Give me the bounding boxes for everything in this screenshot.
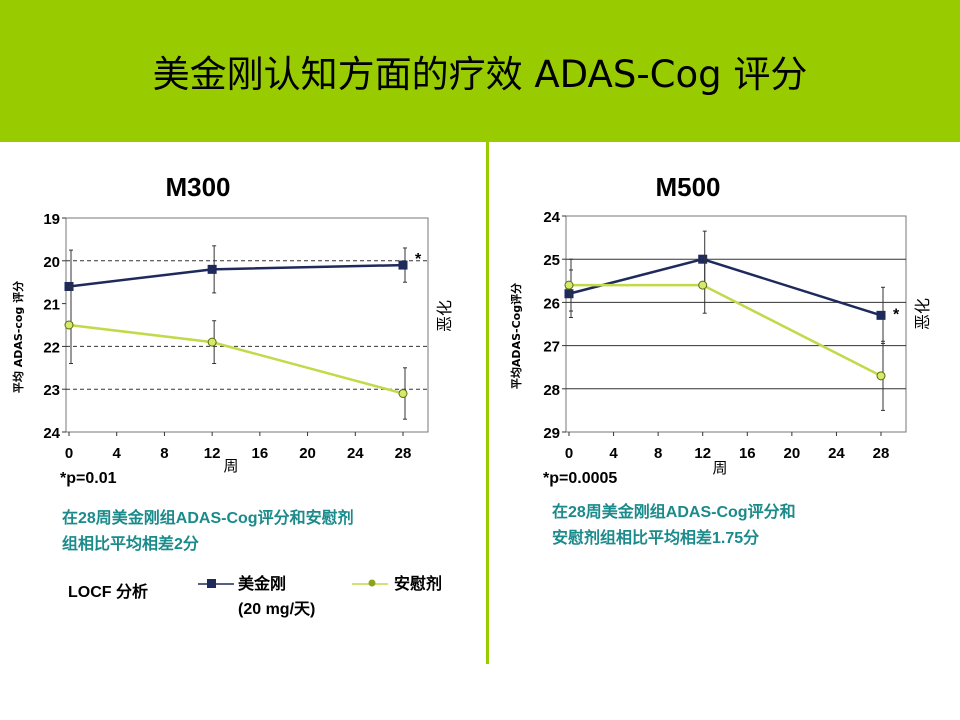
y-tick-label: 24 <box>43 425 60 442</box>
chart-title-m300: M300 <box>165 172 231 202</box>
x-tick-label: 28 <box>873 445 890 462</box>
p-value-m500: *p=0.0005 <box>543 470 618 487</box>
x-tick-label: 12 <box>694 445 711 462</box>
x-tick-label: 8 <box>654 445 662 462</box>
y-tick-label: 29 <box>543 425 560 442</box>
summary-m500: 在28周美金刚组ADAS-Cog评分和 安慰剂组相比平均相差1.75分 <box>552 500 796 552</box>
x-axis-label: 周 <box>223 457 238 475</box>
y-axis-label: 平均ADAS-Cog评分 <box>509 283 523 389</box>
panel-divider <box>486 142 489 664</box>
y-tick-label: 19 <box>43 211 60 228</box>
data-point <box>398 260 408 270</box>
legend-memantine-swatch <box>198 579 234 588</box>
series-line <box>569 283 882 377</box>
x-tick-label: 16 <box>739 445 756 462</box>
data-point <box>64 320 74 330</box>
plot-frame <box>565 215 907 433</box>
summary-line: 组相比平均相差2分 <box>62 536 199 553</box>
summary-line: 在28周美金刚组ADAS-Cog评分和安慰剂 <box>62 510 354 527</box>
plot-frame <box>65 217 429 433</box>
significance-star: * <box>893 306 900 323</box>
data-point <box>698 280 708 290</box>
series-line <box>68 323 404 395</box>
x-tick-label: 24 <box>347 445 364 462</box>
chart-title-m500: M500 <box>655 172 721 202</box>
legend-memantine-dose: (20 mg/天) <box>238 601 316 618</box>
worsening-label: 恶化 <box>913 298 932 330</box>
data-point <box>564 280 574 290</box>
title-band <box>0 0 960 142</box>
legend-memantine-label: 美金刚 <box>238 576 287 593</box>
summary-line: 在28周美金刚组ADAS-Cog评分和 <box>552 504 796 521</box>
y-tick-label: 22 <box>43 339 60 356</box>
legend-placebo-label: 安慰剂 <box>394 576 443 593</box>
summary-line: 安慰剂组相比平均相差1.75分 <box>552 530 760 547</box>
x-tick-label: 20 <box>784 445 801 462</box>
data-point <box>207 337 217 347</box>
x-tick-label: 0 <box>65 445 73 462</box>
x-tick-label: 28 <box>395 445 412 462</box>
x-tick-label: 12 <box>204 445 221 462</box>
data-point <box>876 371 886 381</box>
data-point <box>876 310 886 320</box>
x-tick-label: 8 <box>160 445 168 462</box>
y-tick-label: 24 <box>543 209 560 226</box>
data-point <box>564 289 574 299</box>
y-tick-label: 23 <box>43 382 60 399</box>
legend-placebo-swatch <box>352 579 388 587</box>
x-tick-label: 4 <box>113 445 122 462</box>
legend-memantine: 美金刚 (20 mg/天) <box>238 572 315 622</box>
y-axis-label: 平均 ADAS-cog 评分 <box>11 281 25 393</box>
data-point <box>698 254 708 264</box>
series-line <box>68 263 404 288</box>
y-tick-label: 28 <box>543 382 560 399</box>
summary-m300: 在28周美金刚组ADAS-Cog评分和安慰剂 组相比平均相差2分 <box>62 506 354 558</box>
x-tick-label: 20 <box>299 445 316 462</box>
worsening-label: 恶化 <box>435 300 454 332</box>
y-tick-label: 26 <box>543 295 560 312</box>
x-tick-label: 16 <box>252 445 269 462</box>
x-tick-label: 4 <box>609 445 618 462</box>
y-tick-label: 21 <box>43 297 60 314</box>
y-tick-label: 20 <box>43 254 60 271</box>
x-tick-label: 24 <box>828 445 845 462</box>
x-axis-label: 周 <box>712 459 727 477</box>
y-tick-label: 25 <box>543 252 560 269</box>
data-point <box>398 388 408 398</box>
legend-analysis-label: LOCF 分析 <box>68 584 148 601</box>
y-tick-label: 27 <box>543 339 560 356</box>
series-line <box>568 257 882 317</box>
p-value-m300: *p=0.01 <box>60 470 117 487</box>
significance-star: * <box>415 251 422 268</box>
x-tick-label: 0 <box>565 445 573 462</box>
slide-title: 美金刚认知方面的疗效 ADAS-Cog 评分 <box>152 53 808 96</box>
data-point <box>207 264 217 274</box>
